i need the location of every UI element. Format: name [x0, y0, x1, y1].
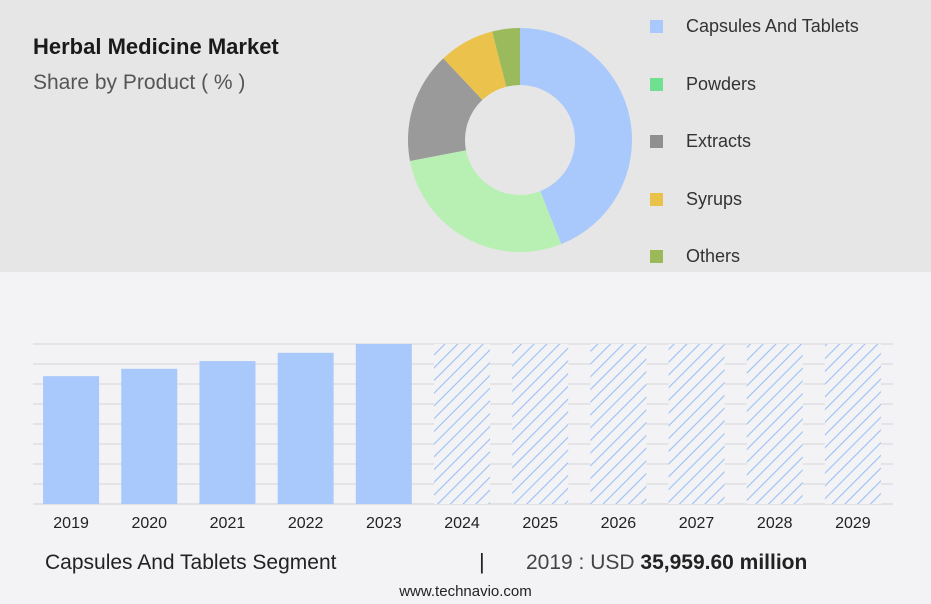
legend-swatch	[650, 134, 663, 148]
legend-swatch	[650, 249, 663, 263]
bar-2023	[355, 344, 412, 504]
legend-item-syrups: Syrups	[650, 187, 742, 211]
x-tick-label: 2023	[366, 515, 402, 532]
legend-label: Extracts	[686, 130, 752, 151]
bar-2021	[199, 361, 256, 504]
donut-chart	[408, 28, 632, 252]
x-tick-label: 2020	[131, 515, 167, 532]
legend-label: Powders	[686, 73, 757, 94]
bar-2019	[43, 376, 100, 504]
source-link[interactable]: www.technavio.com	[399, 583, 532, 600]
donut-slice-others	[492, 28, 520, 87]
donut-slice-extracts	[408, 58, 483, 161]
forecast-bar-2024	[434, 344, 490, 504]
x-tick-label: 2019	[53, 515, 89, 532]
donut-slice-capsules-and-tablets	[520, 28, 632, 245]
footer-segment-label: Capsules And Tablets Segment	[45, 551, 337, 574]
legend-label: Syrups	[686, 188, 743, 209]
x-tick-label: 2026	[601, 515, 637, 532]
x-tick-label: 2024	[444, 515, 480, 532]
x-tick-label: 2029	[835, 515, 871, 532]
chart-subtitle: Share by Product ( % )	[33, 71, 246, 94]
x-tick-label: 2028	[757, 515, 793, 532]
donut-slice-syrups	[443, 31, 507, 100]
forecast-bar-2028	[746, 344, 803, 504]
x-tick-label: 2025	[522, 515, 558, 532]
bar-2022	[277, 352, 334, 504]
legend-label: Capsules And Tablets	[686, 15, 859, 36]
footer-value: 2019 : USD 35,959.60 million	[526, 551, 807, 575]
footer-separator: |	[479, 549, 485, 574]
bar-chart: 2019 2020 2021 2022 2023 2024 2025 2026 2027 2028…	[33, 343, 893, 532]
forecast-bar-2029	[824, 344, 881, 504]
x-tick-label: 2021	[210, 515, 246, 532]
bar-2020	[121, 368, 178, 504]
donut-slice-powders	[409, 150, 562, 252]
forecast-bar-2026	[590, 344, 647, 504]
forecast-bar-2025	[512, 344, 569, 504]
legend-item-powders: Powders	[650, 72, 756, 96]
footer-value-prefix: 2019 : USD	[526, 551, 635, 574]
x-tick-label: 2027	[679, 515, 715, 532]
legend-item-capsules: Capsules And Tablets	[650, 14, 859, 38]
legend-item-extracts: Extracts	[650, 129, 751, 153]
chart-title: Herbal Medicine Market	[33, 34, 279, 59]
x-tick-label: 2022	[288, 515, 324, 532]
legend-swatch	[650, 19, 663, 33]
footer-value-amount: 35,959.60 million	[640, 551, 808, 574]
legend-label: Others	[686, 245, 741, 266]
legend-swatch	[650, 192, 663, 206]
legend-item-others: Others	[650, 244, 740, 268]
forecast-bar-2027	[668, 344, 725, 504]
legend-swatch	[650, 77, 663, 91]
